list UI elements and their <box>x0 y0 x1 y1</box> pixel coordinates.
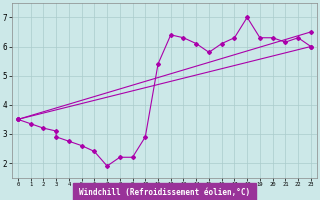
X-axis label: Windchill (Refroidissement éolien,°C): Windchill (Refroidissement éolien,°C) <box>79 188 250 197</box>
